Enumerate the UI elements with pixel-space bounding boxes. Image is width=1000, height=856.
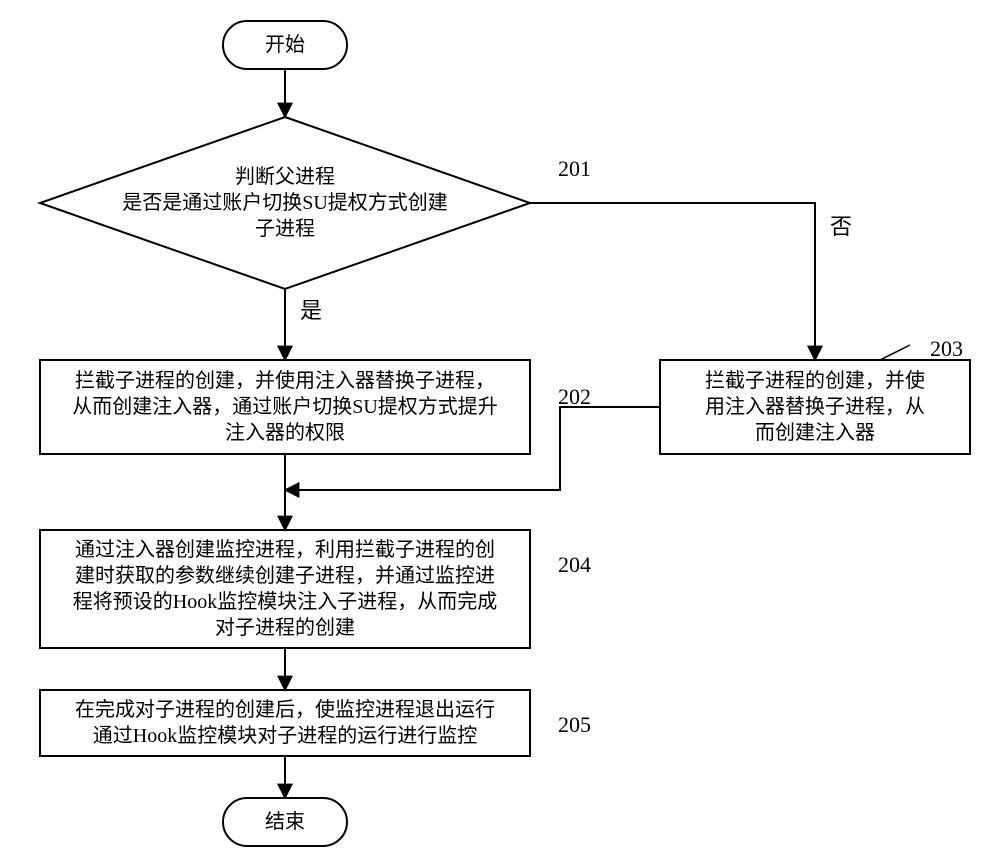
box-b204-line: 程将预设的Hook监控模块注入子进程，从而完成 xyxy=(73,590,497,613)
box-b205-line: 在完成对子进程的创建后，使监控进程退出运行 xyxy=(75,698,495,721)
leader-203 xyxy=(880,345,910,360)
decision-201-line: 判断父进程 xyxy=(235,165,335,188)
step-number-205: 205 xyxy=(558,712,591,737)
label-yes: 是 xyxy=(300,298,322,323)
step-number-201: 201 xyxy=(558,156,591,181)
box-b202-line: 拦截子进程的创建，并使用注入器替换子进程， xyxy=(75,369,495,392)
box-b203-line: 拦截子进程的创建，并使 xyxy=(705,369,925,392)
end-terminal-label: 结束 xyxy=(265,810,305,833)
decision-201-line: 是否是通过账户切换SU提权方式创建 xyxy=(122,191,448,214)
box-b203-line: 用注入器替换子进程，从 xyxy=(705,395,925,418)
box-b205-line: 通过Hook监控模块对子进程的运行进行监控 xyxy=(93,724,477,747)
box-b204-line: 建时获取的参数继续创建子进程，并通过监控进 xyxy=(75,564,495,587)
label-no: 否 xyxy=(830,214,852,239)
step-number-203: 203 xyxy=(930,336,963,361)
decision-201-line: 子进程 xyxy=(255,217,315,240)
box-b202-line: 从而创建注入器，通过账户切换SU提权方式提升 xyxy=(72,395,498,418)
box-b204-line: 通过注入器创建监控进程，利用拦截子进程的创 xyxy=(75,538,495,561)
arrow-2 xyxy=(530,203,815,360)
box-b204-line: 对子进程的创建 xyxy=(215,616,355,639)
box-b203-line: 而创建注入器 xyxy=(755,421,875,444)
start-terminal-label: 开始 xyxy=(265,33,305,56)
step-number-202: 202 xyxy=(558,384,591,409)
arrow-4 xyxy=(285,407,660,490)
box-b202-line: 注入器的权限 xyxy=(225,421,345,444)
step-number-204: 204 xyxy=(558,552,591,577)
